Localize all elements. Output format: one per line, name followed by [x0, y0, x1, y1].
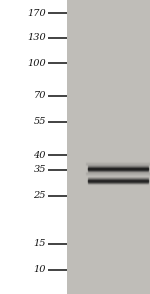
Text: 70: 70	[33, 91, 46, 101]
Text: 25: 25	[33, 191, 46, 201]
Text: 130: 130	[27, 34, 46, 43]
Text: 40: 40	[33, 151, 46, 160]
Text: 170: 170	[27, 9, 46, 18]
Bar	[67, 0, 150, 294]
Text: 10: 10	[33, 265, 46, 275]
Text: 15: 15	[33, 240, 46, 248]
Text: 35: 35	[33, 166, 46, 175]
Text: 100: 100	[27, 59, 46, 68]
Text: 55: 55	[33, 118, 46, 126]
Bar	[0, 0, 67, 294]
